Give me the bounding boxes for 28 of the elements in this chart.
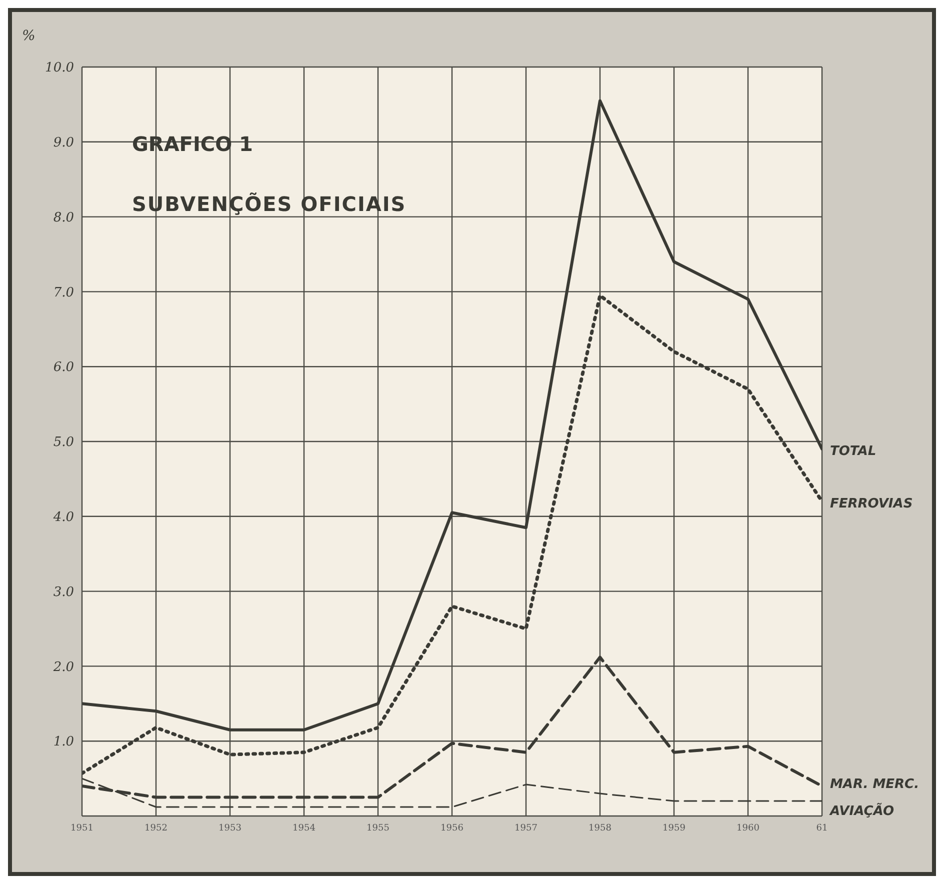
line-series — [82, 99, 822, 732]
x-tick-label: 1958 — [588, 823, 612, 834]
y-tick-label: 3.0 — [53, 584, 74, 600]
y-tick-label: 7.0 — [53, 285, 74, 300]
y-tick-label: 8.0 — [53, 210, 74, 226]
series-label: AVIAÇÃO — [829, 802, 894, 820]
y-tick-label: 2.0 — [52, 660, 74, 675]
y-tick-label: 9.0 — [53, 136, 74, 151]
x-tick-label: 1957 — [514, 823, 538, 834]
x-tick-label: 1956 — [440, 823, 464, 834]
x-tick-label: 1955 — [366, 823, 390, 834]
x-tick-label: 1952 — [144, 823, 168, 834]
x-tick-label: 61 — [816, 823, 828, 834]
series-label: MAR. MERC. — [830, 777, 920, 792]
line-series — [82, 294, 822, 776]
y-tick-label: 4.0 — [52, 510, 74, 526]
series-label: FERROVIAS — [830, 496, 913, 512]
series-label: TOTAL — [830, 444, 876, 459]
x-tick-label: 1954 — [292, 823, 316, 834]
x-tick-label: 1953 — [218, 823, 242, 834]
y-tick-label: 1.0 — [53, 734, 74, 750]
x-tick-label: 1960 — [736, 823, 760, 834]
y-axis-title: % — [22, 28, 36, 44]
y-tick-label: 10.0 — [45, 60, 74, 76]
y-tick-label: 5.0 — [53, 435, 74, 450]
x-tick-label: 1951 — [70, 823, 94, 834]
y-tick-label: 6.0 — [53, 360, 74, 376]
x-tick-label: 1959 — [662, 823, 686, 834]
